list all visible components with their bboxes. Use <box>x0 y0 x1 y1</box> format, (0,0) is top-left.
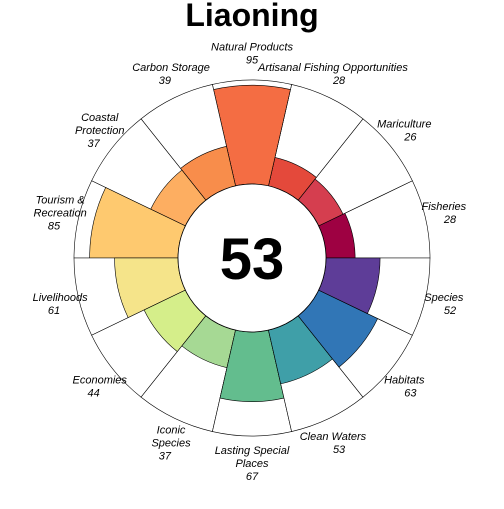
value-carbon-storage: 39 <box>159 75 171 87</box>
label-tourism-and-recreation: Tourism & Recreation 85 <box>34 194 87 232</box>
label-carbon-storage: Carbon Storage 39 <box>132 62 210 87</box>
label-species: Species 52 <box>424 292 464 317</box>
petal-layer <box>73 79 431 437</box>
label-fisheries: Fisheries 28 <box>422 201 467 226</box>
label-livelihoods: Livelihoods 61 <box>33 292 89 317</box>
label-coastal-protection: Coastal Protection 37 <box>75 112 125 150</box>
value-clean-waters: 53 <box>333 444 346 456</box>
label-clean-waters: Clean Waters 53 <box>300 431 367 456</box>
value-species: 52 <box>444 305 456 317</box>
value-habitats: 63 <box>404 387 417 399</box>
label-economies: Economies 44 <box>73 374 128 399</box>
value-economies: 44 <box>87 387 99 399</box>
overall-score: 53 <box>220 227 285 292</box>
label-habitats: Habitats 63 <box>384 374 425 399</box>
value-artisanal-fishing-opportunities: 28 <box>332 75 346 87</box>
value-iconic-species: 37 <box>159 451 172 463</box>
value-fisheries: 28 <box>443 214 457 226</box>
value-lasting-special-places: 67 <box>246 471 259 483</box>
label-iconic-species: Iconic Species 37 <box>151 425 191 463</box>
label-lasting-special-places: Lasting Special Places 67 <box>215 445 290 483</box>
label-mariculture: Mariculture 26 <box>377 119 431 144</box>
value-natural-products: 95 <box>246 55 259 67</box>
label-artisanal-fishing-opportunities: Artisanal Fishing Opportunities 28 <box>257 62 408 87</box>
chart-title: Liaoning <box>185 0 318 33</box>
label-layer: Fisheries 28 Mariculture 26 Artisanal Fishin… <box>33 42 467 484</box>
value-coastal-protection: 37 <box>87 138 100 150</box>
value-tourism-and-recreation: 85 <box>48 220 61 232</box>
center-disc <box>177 183 327 333</box>
label-natural-products: Natural Products 95 <box>211 42 293 67</box>
value-mariculture: 26 <box>403 132 417 144</box>
value-livelihoods: 61 <box>48 305 60 317</box>
